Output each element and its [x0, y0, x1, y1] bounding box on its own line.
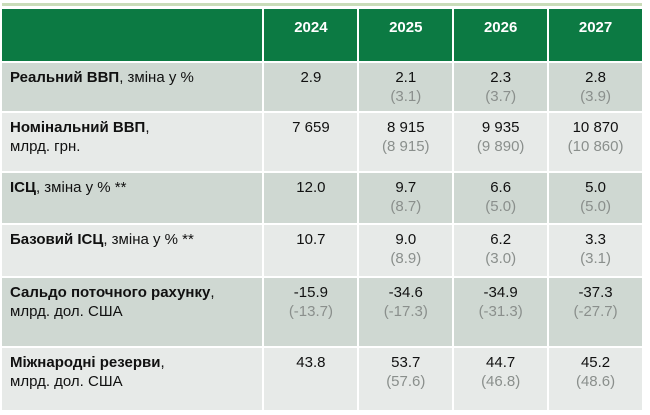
cell-2024: 7 659 — [264, 113, 358, 171]
table-row-current-account: Сальдо поточного рахунку, млрд. дол. США … — [2, 278, 642, 346]
cell-2026: 44.7 (46.8) — [454, 348, 548, 410]
cell-2024: 43.8 — [264, 348, 358, 410]
cell-2024: -15.9 (-13.7) — [264, 278, 358, 346]
cell-2026: -34.9 (-31.3) — [454, 278, 548, 346]
cell-2027: -37.3 (-27.7) — [549, 278, 642, 346]
table-row-core-cpi: Базовий ІСЦ, зміна у % ** 10.7 9.0 (8.9) … — [2, 225, 642, 276]
header-corner-cell — [2, 9, 263, 61]
top-divider-line — [2, 3, 642, 6]
row-label: ІСЦ, зміна у % ** — [2, 173, 263, 223]
column-header-2024: 2024 — [264, 9, 358, 61]
column-header-2027: 2027 — [549, 9, 642, 61]
cell-2024: 12.0 — [264, 173, 358, 223]
table-row-nominal-gdp: Номінальний ВВП, млрд. грн. 7 659 8 915 (8… — [2, 113, 642, 171]
row-label: Сальдо поточного рахунку, млрд. дол. США — [2, 278, 263, 346]
cell-2027: 10 870 (10 860) — [549, 113, 642, 171]
cell-2027: 5.0 (5.0) — [549, 173, 642, 223]
row-label: Міжнародні резерви, млрд. дол. США — [2, 348, 263, 410]
forecast-table: 2024 2025 2026 2027 Реальний ВВП, зміна … — [0, 7, 644, 412]
cell-2025: 8 915 (8 915) — [359, 113, 453, 171]
row-label: Реальний ВВП, зміна у % — [2, 63, 263, 111]
table-row-international-reserves: Міжнародні резерви, млрд. дол. США 43.8 5… — [2, 348, 642, 410]
cell-2025: -34.6 (-17.3) — [359, 278, 453, 346]
cell-2026: 9 935 (9 890) — [454, 113, 548, 171]
header-row: 2024 2025 2026 2027 — [2, 9, 642, 61]
cell-2024: 10.7 — [264, 225, 358, 276]
table-row-real-gdp: Реальний ВВП, зміна у % 2.9 2.1 (3.1) 2.3… — [2, 63, 642, 111]
column-header-2026: 2026 — [454, 9, 548, 61]
cell-2027: 3.3 (3.1) — [549, 225, 642, 276]
cell-2025: 53.7 (57.6) — [359, 348, 453, 410]
cell-2027: 45.2 (48.6) — [549, 348, 642, 410]
cell-2027: 2.8 (3.9) — [549, 63, 642, 111]
row-label: Номінальний ВВП, млрд. грн. — [2, 113, 263, 171]
cell-2026: 2.3 (3.7) — [454, 63, 548, 111]
table-row-cpi: ІСЦ, зміна у % ** 12.0 9.7 (8.7) 6.6 (5.0)… — [2, 173, 642, 223]
cell-2024: 2.9 — [264, 63, 358, 111]
cell-2026: 6.2 (3.0) — [454, 225, 548, 276]
cell-2025: 9.7 (8.7) — [359, 173, 453, 223]
row-label: Базовий ІСЦ, зміна у % ** — [2, 225, 263, 276]
cell-2025: 9.0 (8.9) — [359, 225, 453, 276]
column-header-2025: 2025 — [359, 9, 453, 61]
cell-2025: 2.1 (3.1) — [359, 63, 453, 111]
cell-2026: 6.6 (5.0) — [454, 173, 548, 223]
